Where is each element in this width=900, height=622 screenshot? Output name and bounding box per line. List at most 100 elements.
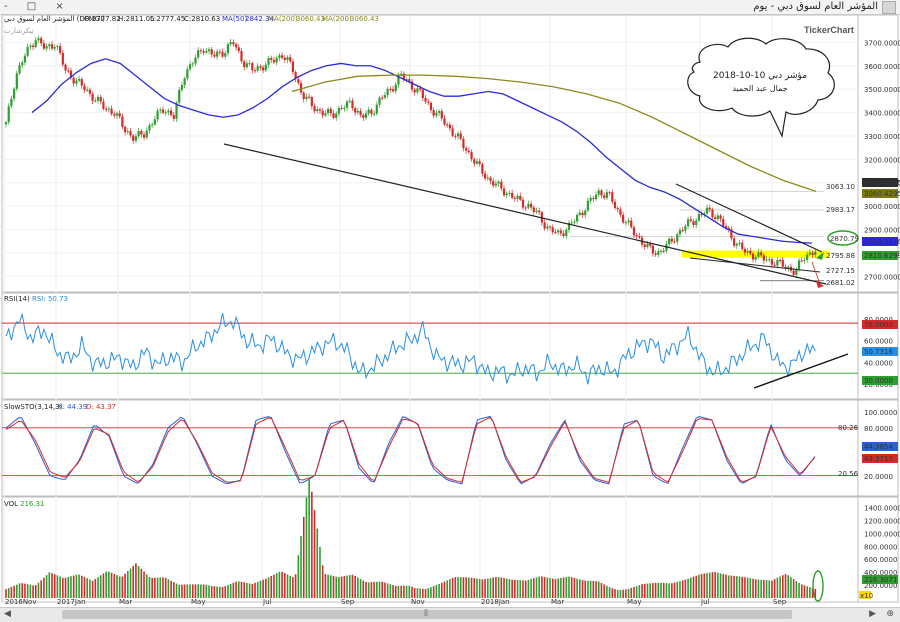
volume-bar (305, 497, 308, 598)
x-tick-label: Jul (700, 598, 710, 606)
candle-body (264, 64, 267, 71)
volume-bar (256, 581, 259, 598)
candle-body (635, 235, 638, 237)
candle-body (684, 226, 687, 231)
candle-body (502, 188, 506, 196)
candle-body (686, 219, 690, 227)
rsi-tick: 80.0000 (864, 316, 893, 324)
zoom-icon[interactable]: ⊕ (886, 609, 894, 619)
volume-bar (495, 577, 497, 598)
volume-bar (573, 577, 576, 598)
candle-body (486, 177, 489, 179)
candle-body (605, 192, 608, 198)
arrow-down-icon (816, 281, 824, 288)
candle-body (535, 210, 538, 212)
candle-body (142, 134, 146, 138)
candle-body (88, 89, 92, 94)
candle-body (589, 197, 592, 201)
y-tick-label: 3000.0000 (864, 203, 900, 211)
candle-body (594, 194, 598, 200)
candle-body (586, 200, 590, 211)
volume-bar (687, 578, 689, 598)
price-panel (4, 35, 859, 288)
candle-body (494, 183, 498, 186)
highlight-ellipse (827, 230, 859, 246)
candle-body (678, 230, 682, 235)
candle-body (291, 61, 295, 73)
candle-body (779, 259, 782, 261)
scroll-right-icon[interactable]: ▶ (869, 609, 876, 619)
volume-bar (603, 584, 605, 598)
rsi-trendline (753, 353, 849, 389)
y-tick-label: 3500.0000 (864, 86, 900, 94)
volume-bar (173, 582, 175, 598)
candle-body (94, 100, 97, 102)
volume-bar (24, 583, 26, 598)
volume-bar (397, 585, 400, 598)
vol-label: VOL (4, 500, 18, 508)
candle-body (299, 82, 303, 93)
volume-bar (189, 584, 191, 598)
volume-bar (370, 582, 373, 598)
volume-bar (484, 579, 486, 598)
volume-bar (557, 578, 559, 598)
chart-canvas[interactable]: 2016Nov 2017Jan Mar May Jul Sep Nov 2018Jan Mar M… (0, 0, 900, 607)
volume-bar (787, 575, 790, 598)
volume-bar (221, 587, 224, 598)
time-scrollbar[interactable]: ◀ ⦀ ▶ ⊕ (0, 607, 900, 622)
volume-bar (213, 586, 216, 598)
volume-bar (606, 585, 608, 598)
annot-2795: 2795.88 (826, 252, 855, 260)
candle-body (473, 159, 476, 164)
candle-body (394, 84, 397, 92)
y-tick-label: 3200.0000 (864, 156, 900, 164)
volume-bar (194, 584, 197, 598)
candle-body (668, 238, 671, 245)
scroll-left-icon[interactable]: ◀ (4, 609, 11, 619)
vol-badge: 216.3071 (864, 576, 897, 584)
volume-bar (346, 575, 348, 598)
volume-bar (70, 576, 72, 598)
candle-body (603, 195, 606, 198)
candle-body (559, 230, 562, 234)
volume-bar (744, 577, 746, 598)
volume-bar (652, 583, 654, 598)
volume-bar (80, 575, 83, 598)
window-controls[interactable]: - □ × (4, 1, 72, 12)
x-tick-label: 2017Jan (57, 598, 86, 606)
volume-bar (300, 536, 302, 598)
candle-body (381, 97, 384, 99)
candle-body (768, 259, 771, 261)
candle-body (99, 97, 102, 102)
volume-bar (219, 586, 221, 598)
scroll-grip-icon: ⦀ (424, 609, 428, 619)
candle-body (86, 89, 89, 91)
candle-body (364, 113, 368, 118)
volume-bar (549, 578, 551, 598)
volume-bar (622, 589, 624, 598)
volume-bar (711, 572, 714, 598)
volume-bar (497, 576, 500, 598)
candle-body (760, 252, 763, 256)
y-tick-label: 3700.0000 (864, 39, 900, 47)
vol-value-label: 216.31 (20, 500, 45, 508)
candle-body (332, 113, 335, 118)
volume-bar (782, 575, 784, 598)
volume-bar (511, 579, 513, 598)
rsi-badge-30: 30.0000 (864, 377, 893, 385)
candle-body (689, 219, 692, 222)
volume-bar (384, 582, 386, 598)
volume-bar (673, 582, 676, 598)
candle-body (538, 210, 541, 213)
scrollbar-thumb[interactable] (62, 610, 792, 619)
volume-bar (45, 575, 48, 598)
candle-body (797, 260, 801, 270)
candle-body (803, 259, 806, 261)
volume-bar (530, 579, 532, 598)
candle-body (232, 42, 235, 45)
candle-body (91, 93, 94, 101)
candle-body (492, 180, 495, 186)
candle-body (719, 215, 722, 219)
candle-body (280, 55, 284, 58)
candle-body (776, 259, 779, 266)
